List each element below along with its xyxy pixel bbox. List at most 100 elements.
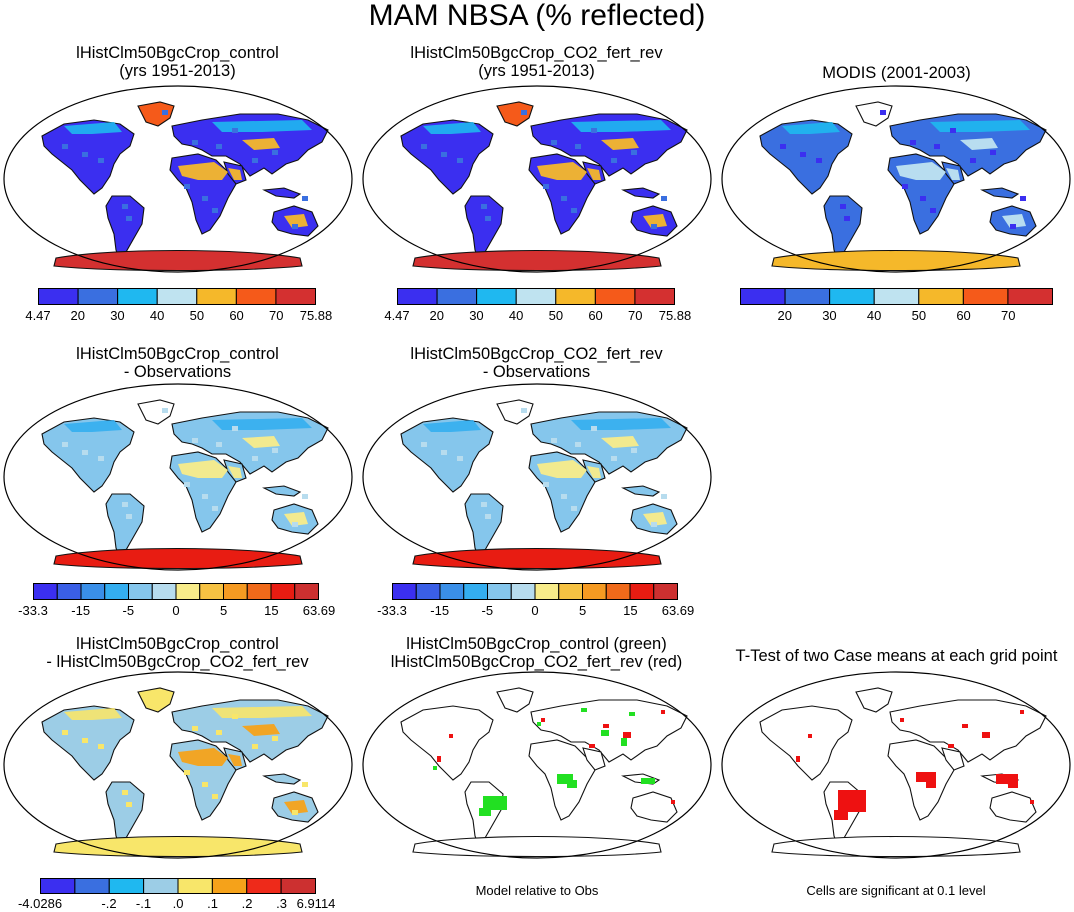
colorbar-tick-label: -15	[430, 603, 450, 618]
colorbar-swatch	[246, 878, 282, 894]
grid-cell	[880, 110, 886, 115]
colorbar-swatch	[56, 583, 82, 600]
grid-cell	[661, 196, 667, 201]
colorbar-tick-label: 70	[269, 308, 284, 323]
colorbar-tick-label: -33.3	[377, 603, 407, 618]
grid-cell	[184, 482, 190, 487]
grid-cell	[202, 782, 208, 787]
colorbar-swatch	[439, 583, 465, 600]
grid-cell	[252, 744, 258, 749]
colorbar-tick-label: 50	[189, 308, 205, 323]
grid-cell	[184, 184, 190, 189]
significant-cell-red	[916, 772, 936, 782]
significant-cell-green	[641, 778, 655, 784]
significant-cell-red	[603, 724, 609, 728]
landmass-arabia	[582, 747, 606, 771]
colorbar-swatch	[280, 878, 316, 894]
grid-cell	[543, 184, 549, 189]
significant-cell-red	[437, 756, 441, 762]
significant-cell-red	[900, 718, 904, 722]
panel-title-line: lHistClm50BgcCrop_control	[76, 635, 279, 653]
colorbar-swatch	[629, 583, 655, 600]
significant-cell-green	[629, 712, 635, 716]
note-significance: Cells are significant at 0.1 level	[806, 883, 986, 898]
colorbar-swatch	[653, 583, 678, 600]
colorbar-labels-control-bias: -33.3 -15 -5 0 5 15 63.69	[18, 603, 335, 619]
significant-cell-red	[926, 782, 936, 788]
grid-cell	[82, 738, 88, 743]
landmass-greenland	[855, 101, 893, 127]
significant-cell-red	[996, 774, 1018, 784]
region-canada	[782, 122, 840, 134]
grid-cell	[192, 140, 198, 145]
grid-cell	[302, 494, 308, 499]
significant-cell-red	[834, 810, 848, 820]
landmass-greenland	[137, 101, 175, 127]
colorbar-tick-label: 63.69	[302, 603, 336, 618]
region-arabia	[228, 168, 242, 180]
colorbar-tick-label: 20	[429, 308, 444, 323]
grid-cell	[82, 152, 88, 157]
significant-cell-red	[982, 732, 990, 738]
colorbar-control-bias	[33, 583, 319, 600]
colorbar-swatch	[436, 288, 478, 305]
grid-cell	[122, 502, 128, 507]
colorbar-tick-label: -5	[122, 603, 135, 618]
grid-cell	[521, 408, 527, 413]
grid-cell	[485, 514, 491, 519]
region-canada	[64, 122, 122, 134]
colorbar-swatch	[33, 583, 58, 600]
region-siberia	[571, 120, 671, 132]
colorbar-swatch	[558, 583, 583, 600]
grid-cell	[212, 794, 218, 799]
panel-title-line: - Observations	[123, 363, 232, 381]
colorbar-tick-label: .3	[276, 896, 287, 911]
colorbar-swatch	[397, 288, 438, 305]
colorbar-swatch	[873, 288, 920, 305]
colorbar-swatch	[156, 288, 198, 305]
grid-cell	[62, 144, 68, 149]
colorbar-swatch	[104, 583, 129, 600]
landmass-antarctica	[53, 547, 303, 570]
grid-cell	[232, 714, 238, 719]
significant-cell-red	[962, 724, 968, 728]
colorbar-control	[38, 288, 316, 305]
grid-cell	[184, 770, 190, 775]
landmass-australia	[989, 791, 1037, 823]
significant-cell-green	[479, 808, 491, 816]
grid-cell	[421, 442, 427, 447]
region-arabia	[587, 466, 601, 478]
colorbar-labels-co2-bias: -33.3 -15 -5 0 5 15 63.69	[377, 603, 694, 619]
significant-cell-red	[589, 744, 595, 748]
region-oz	[643, 512, 667, 526]
colorbar-tick-label: 15	[264, 603, 279, 618]
significant-cell-red	[671, 800, 675, 804]
colorbar-tick-label: 30	[822, 308, 837, 323]
grid-cell	[292, 810, 298, 815]
colorbar-tick-label: -4.0286	[17, 896, 63, 911]
landmass-indonesia	[262, 187, 302, 199]
grid-cell	[844, 216, 850, 221]
grid-cell	[990, 150, 996, 155]
grid-cell	[651, 522, 657, 527]
colorbar-swatch	[415, 583, 441, 600]
grid-cell	[272, 150, 278, 155]
significant-cell-red	[1008, 780, 1018, 788]
region-sahara	[178, 748, 228, 766]
significant-cell-red	[1020, 710, 1024, 714]
colorbar-swatch	[534, 583, 560, 600]
grid-cell	[122, 204, 128, 209]
significant-cell-red	[623, 732, 631, 738]
colorbar-swatch	[74, 878, 110, 894]
colorbar-swatch	[143, 878, 179, 894]
landmass-namerica	[759, 705, 853, 781]
figure-title: MAM NBSA (% reflected)	[368, 0, 706, 32]
grid-cell	[631, 150, 637, 155]
panel-title-line: T-Test of two Case means at each grid po…	[735, 647, 1058, 665]
landmass-eurasia	[889, 699, 1047, 763]
grid-cell	[62, 730, 68, 735]
colorbar-swatch	[487, 583, 512, 600]
region-gobi	[601, 436, 639, 448]
colorbar-tick-label: 75.88	[299, 308, 333, 323]
panel-title-line: lHistClm50BgcCrop_control	[76, 44, 279, 62]
